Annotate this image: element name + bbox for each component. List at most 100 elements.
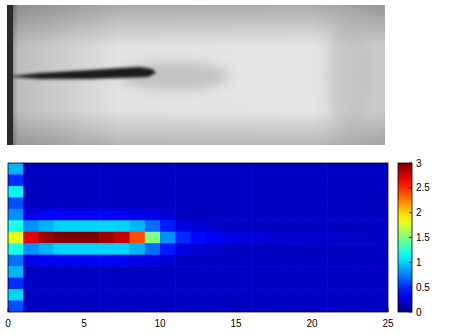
heatmap-cell: [69, 278, 85, 290]
heatmap-cell: [251, 232, 267, 244]
heatmap-cell: [312, 266, 328, 278]
heatmap-cell: [114, 197, 130, 209]
heatmap-cell: [38, 266, 54, 278]
heatmap-cell: [342, 174, 358, 186]
heatmap-cell: [236, 186, 252, 198]
colorbar-tick: [409, 187, 412, 188]
heatmap-cell: [282, 163, 298, 175]
heatmap-cell: [54, 255, 70, 267]
heatmap-cell: [236, 163, 252, 175]
heatmap-cell: [236, 232, 252, 244]
heatmap-cell: [221, 266, 237, 278]
heatmap-cell: [251, 186, 267, 198]
heatmap-cell: [8, 220, 24, 232]
heatmap-cell: [342, 220, 358, 232]
heatmap-cell: [266, 266, 282, 278]
heatmap-cell: [130, 289, 146, 301]
heatmap-cell: [251, 220, 267, 232]
heatmap-cell: [373, 289, 388, 301]
heatmap-cell: [84, 174, 100, 186]
colorbar-tick: [409, 163, 412, 164]
heatmap-cell: [373, 266, 388, 278]
heatmap-cell: [373, 232, 388, 244]
heatmap-cell: [8, 232, 24, 244]
heatmap-cell: [175, 232, 191, 244]
heatmap-cell: [69, 174, 85, 186]
heatmap-cell: [327, 163, 343, 175]
heatmap-cell: [358, 289, 374, 301]
heatmap-cell: [342, 197, 358, 209]
heatmap-cell: [8, 243, 24, 255]
heatmap-cell: [84, 278, 100, 290]
heatmap-cell: [23, 209, 39, 221]
colorbar-tick: [409, 287, 412, 288]
heatmap-cell: [175, 197, 191, 209]
heatmap-cell: [160, 243, 176, 255]
heatmap-cell: [38, 243, 54, 255]
heatmap-cell: [251, 197, 267, 209]
heatmap-cell: [221, 174, 237, 186]
heatmap-cell: [312, 220, 328, 232]
heatmap-cell: [251, 289, 267, 301]
heatmap-cell: [236, 174, 252, 186]
heatmap-cell: [8, 186, 24, 198]
heatmap-cell: [69, 186, 85, 198]
heatmap-cell: [297, 163, 313, 175]
heatmap-cell: [99, 186, 115, 198]
heatmap-cell: [114, 289, 130, 301]
heatmap-cell: [251, 243, 267, 255]
heatmap-cell: [358, 301, 374, 312]
heatmap-cell: [251, 163, 267, 175]
colorbar-bar: [398, 163, 412, 312]
heatmap-cell: [282, 232, 298, 244]
heatmap-cell: [145, 278, 161, 290]
heatmap-cell: [84, 209, 100, 221]
heatmap-cell: [69, 163, 85, 175]
heatmap-cell: [342, 209, 358, 221]
heatmap-cell: [84, 301, 100, 312]
heatmap-cell: [160, 301, 176, 312]
heatmap-cell: [130, 243, 146, 255]
heatmap-cell: [282, 209, 298, 221]
heatmap-cell: [327, 174, 343, 186]
heatmap-cell: [145, 197, 161, 209]
heatmap-cell: [175, 278, 191, 290]
heatmap-cell: [145, 209, 161, 221]
heatmap-cell: [266, 232, 282, 244]
colorbar: 00.511.522.53: [398, 158, 430, 318]
heatmap-cell: [327, 243, 343, 255]
heatmap-cell: [327, 278, 343, 290]
heatmap-cell: [175, 209, 191, 221]
heatmap-cell: [282, 243, 298, 255]
heatmap-cell: [38, 209, 54, 221]
heatmap-cell: [190, 243, 206, 255]
heatmap-cell: [206, 197, 222, 209]
heatmap-cell: [221, 243, 237, 255]
heatmap-cell: [190, 220, 206, 232]
heatmap-cell: [130, 197, 146, 209]
heatmap-cell: [342, 266, 358, 278]
heatmap-cell: [297, 220, 313, 232]
x-tick-label: 0: [5, 318, 11, 329]
heatmap-cell: [54, 243, 70, 255]
heatmap-cell: [84, 243, 100, 255]
heatmap-cell: [99, 232, 115, 244]
heatmap-cell: [145, 232, 161, 244]
figure: 051015202500.511.522.53: [0, 0, 454, 335]
heatmap-cell: [84, 197, 100, 209]
heatmap-cell: [297, 266, 313, 278]
heatmap-cell: [342, 243, 358, 255]
heatmap-cell: [175, 220, 191, 232]
heatmap-cell: [327, 197, 343, 209]
heatmap-cell: [99, 255, 115, 267]
colorbar-tick: [409, 212, 412, 213]
heatmap-cell: [373, 197, 388, 209]
heatmap-cell: [8, 163, 24, 175]
heatmap-cell: [38, 197, 54, 209]
heatmap-cell: [175, 289, 191, 301]
heatmap-cell: [160, 289, 176, 301]
heatmap-cell: [23, 220, 39, 232]
heatmap-cell: [221, 232, 237, 244]
heatmap-cell: [312, 197, 328, 209]
heatmap-cell: [206, 266, 222, 278]
